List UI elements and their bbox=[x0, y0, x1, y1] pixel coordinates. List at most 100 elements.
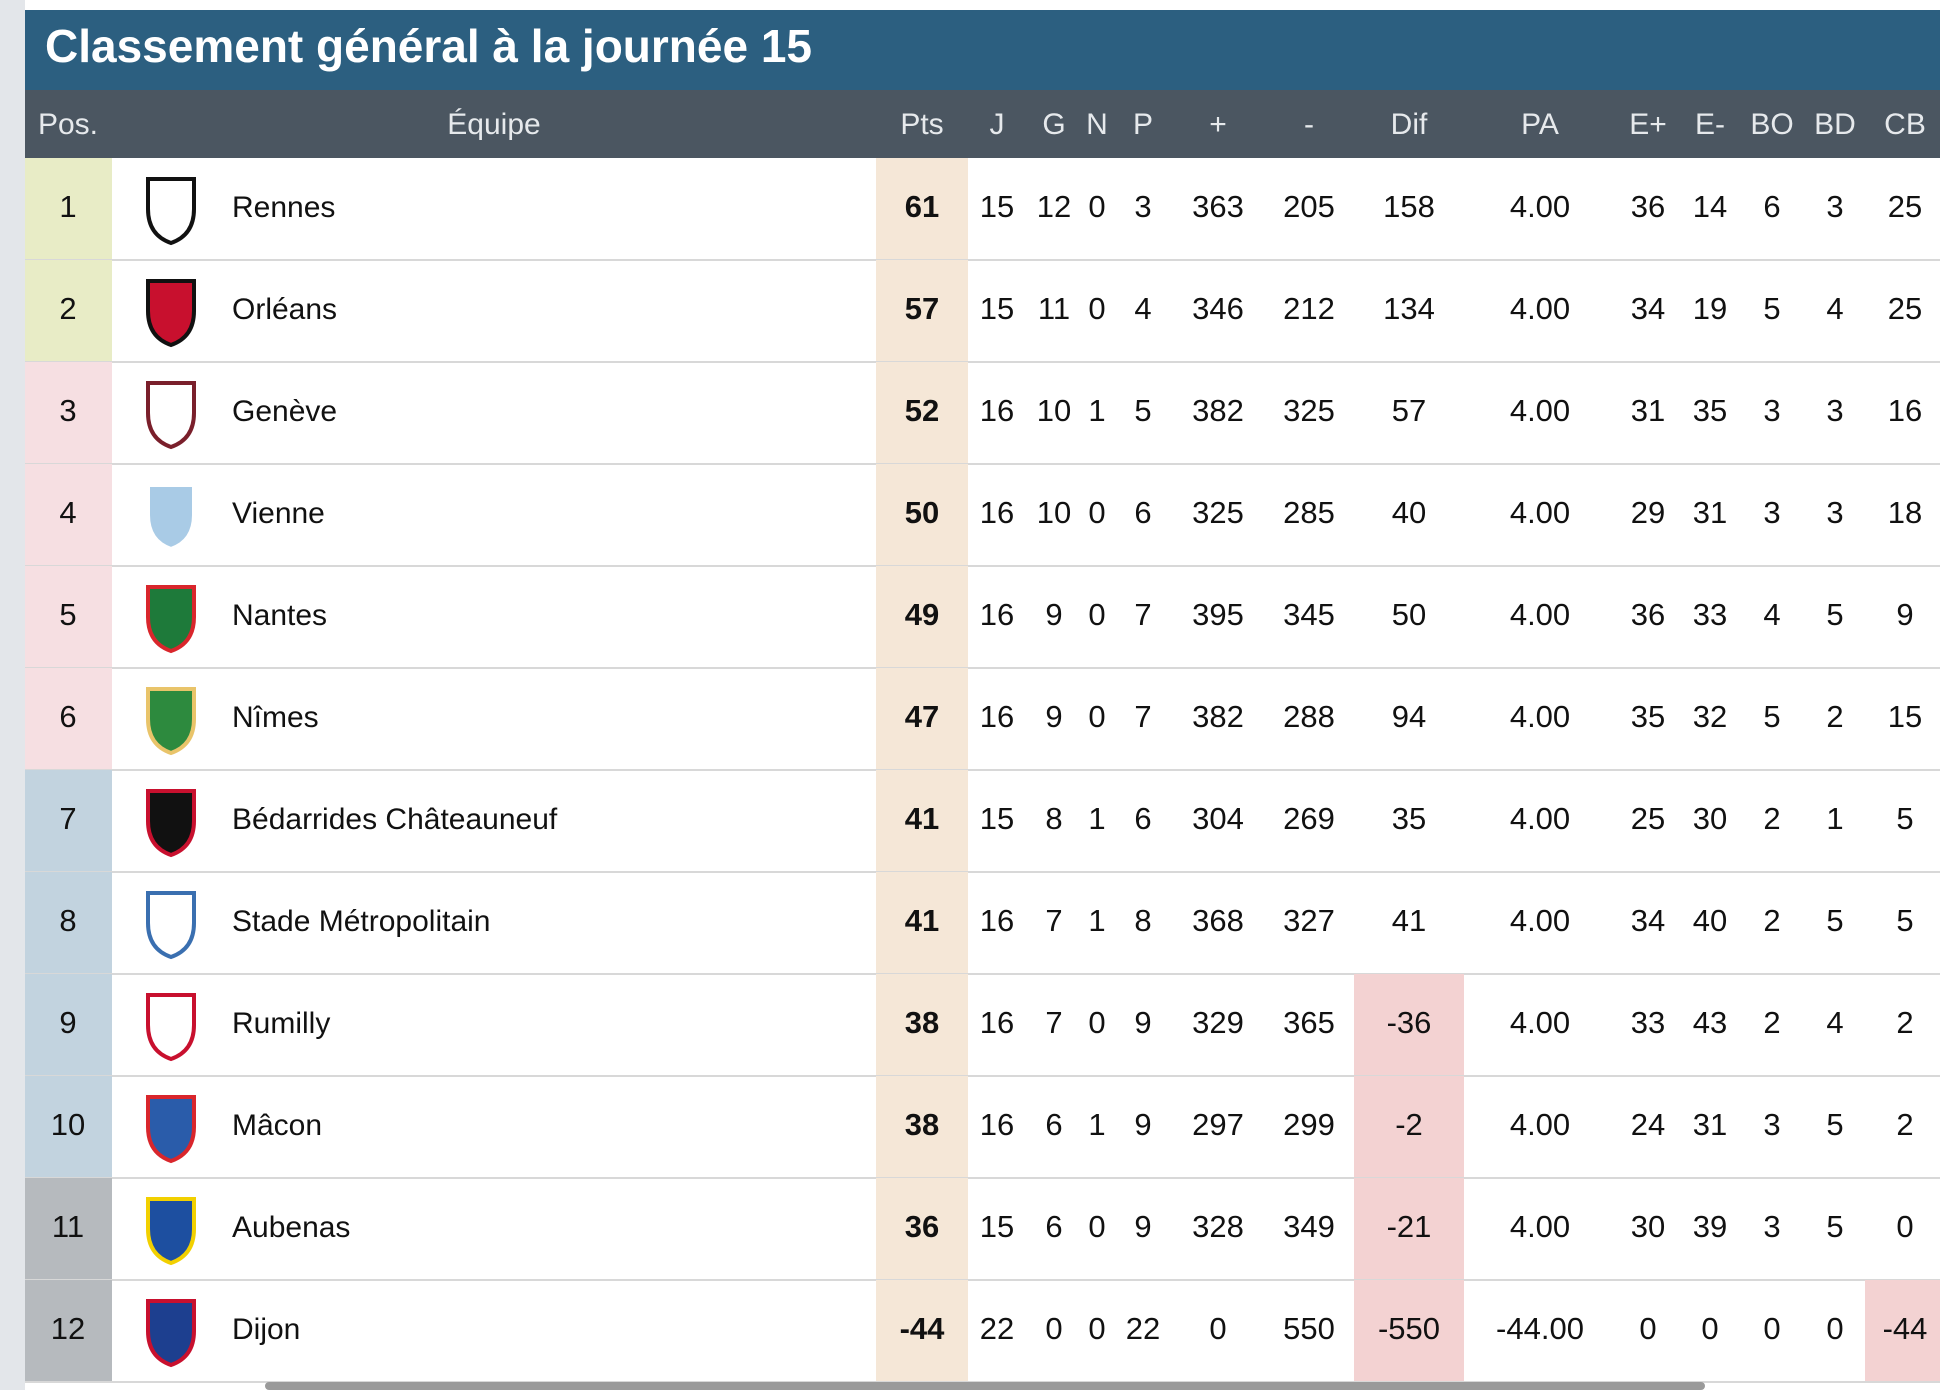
pos-cell bbox=[25, 872, 112, 974]
points: -44 bbox=[900, 1311, 946, 1346]
stat-cell: 9 bbox=[1045, 699, 1062, 734]
stat-cell: 16 bbox=[980, 1107, 1014, 1142]
points: 47 bbox=[905, 699, 939, 734]
stat-cell: 288 bbox=[1283, 699, 1335, 734]
stat-cell: 6 bbox=[1134, 495, 1151, 530]
pos-cell bbox=[25, 1178, 112, 1280]
stat-cell: 2 bbox=[1763, 801, 1780, 836]
column-header: CB bbox=[1884, 108, 1926, 141]
column-header: Pts bbox=[900, 108, 943, 141]
stat-cell: 16 bbox=[980, 1005, 1014, 1040]
stat-cell: 31 bbox=[1631, 393, 1665, 428]
stat-cell: 57 bbox=[1392, 393, 1426, 428]
stat-cell: 3 bbox=[1826, 393, 1843, 428]
stat-cell: 33 bbox=[1693, 597, 1727, 632]
team-name: Orléans bbox=[232, 293, 337, 326]
stat-cell: 382 bbox=[1192, 699, 1244, 734]
points: 36 bbox=[905, 1209, 939, 1244]
stat-cell: 4.00 bbox=[1510, 1209, 1570, 1244]
team-name: Rumilly bbox=[232, 1007, 330, 1040]
stat-cell: 7 bbox=[1134, 699, 1151, 734]
stat-cell: 36 bbox=[1631, 597, 1665, 632]
pos-cell bbox=[25, 668, 112, 770]
stat-cell: 0 bbox=[1088, 597, 1105, 632]
stat-cell: 35 bbox=[1392, 801, 1426, 836]
negative-cell bbox=[1354, 1076, 1464, 1178]
stat-cell: 9 bbox=[1896, 597, 1913, 632]
stat-cell: 325 bbox=[1283, 393, 1335, 428]
stat-cell: 0 bbox=[1701, 1311, 1718, 1346]
team-logo bbox=[146, 177, 196, 246]
stat-cell: 349 bbox=[1283, 1209, 1335, 1244]
stat-cell: 285 bbox=[1283, 495, 1335, 530]
position: 10 bbox=[51, 1107, 85, 1142]
stat-cell: 205 bbox=[1283, 189, 1335, 224]
scrollbar[interactable] bbox=[265, 1382, 1705, 1390]
stat-cell: 363 bbox=[1192, 189, 1244, 224]
stat-cell: 12 bbox=[1037, 189, 1071, 224]
stat-cell: 16 bbox=[980, 495, 1014, 530]
stat-cell: 5 bbox=[1763, 291, 1780, 326]
stat-cell: 2 bbox=[1763, 903, 1780, 938]
stat-cell: 6 bbox=[1134, 801, 1151, 836]
stat-cell: 0 bbox=[1209, 1311, 1226, 1346]
column-header: P bbox=[1133, 108, 1153, 141]
stat-cell: 4.00 bbox=[1510, 801, 1570, 836]
stat-cell: 4 bbox=[1134, 291, 1151, 326]
stat-cell: 2 bbox=[1763, 1005, 1780, 1040]
title-bar bbox=[25, 10, 1940, 90]
stat-cell: 1 bbox=[1088, 903, 1105, 938]
stat-cell: 15 bbox=[1888, 699, 1922, 734]
stat-cell: 30 bbox=[1693, 801, 1727, 836]
stat-cell: 1 bbox=[1826, 801, 1843, 836]
stat-cell: 0 bbox=[1763, 1311, 1780, 1346]
team-name: Aubenas bbox=[232, 1211, 350, 1244]
team-name: Nîmes bbox=[232, 701, 319, 734]
stat-cell: 31 bbox=[1693, 1107, 1727, 1142]
pos-cell bbox=[25, 362, 112, 464]
stat-cell: 9 bbox=[1134, 1005, 1151, 1040]
position: 7 bbox=[59, 801, 76, 836]
stat-cell: 16 bbox=[980, 699, 1014, 734]
column-header: Dif bbox=[1391, 108, 1428, 141]
stat-cell: 35 bbox=[1631, 699, 1665, 734]
negative-cell bbox=[1354, 1178, 1464, 1280]
stat-cell: 15 bbox=[980, 801, 1014, 836]
stat-cell: 5 bbox=[1763, 699, 1780, 734]
column-header: Équipe bbox=[447, 108, 540, 141]
stat-cell: 14 bbox=[1693, 189, 1727, 224]
stat-cell: 325 bbox=[1192, 495, 1244, 530]
stat-cell: 16 bbox=[980, 597, 1014, 632]
stat-cell: -21 bbox=[1387, 1209, 1432, 1244]
pts-cell bbox=[876, 1178, 968, 1280]
stat-cell: 212 bbox=[1283, 291, 1335, 326]
pts-cell bbox=[876, 770, 968, 872]
stat-cell: 346 bbox=[1192, 291, 1244, 326]
team-name: Dijon bbox=[232, 1313, 300, 1346]
pts-cell bbox=[876, 872, 968, 974]
stat-cell: 0 bbox=[1826, 1311, 1843, 1346]
column-header: BD bbox=[1814, 108, 1856, 141]
pts-cell bbox=[876, 1076, 968, 1178]
stat-cell: 4.00 bbox=[1510, 1107, 1570, 1142]
stat-cell: 3 bbox=[1826, 189, 1843, 224]
stat-cell: 0 bbox=[1088, 291, 1105, 326]
stat-cell: 9 bbox=[1134, 1209, 1151, 1244]
team-name: Bédarrides Châteauneuf bbox=[232, 803, 558, 836]
team-name: Mâcon bbox=[232, 1109, 322, 1142]
points: 38 bbox=[905, 1107, 939, 1142]
negative-cell bbox=[1354, 1280, 1464, 1382]
team-logo bbox=[146, 483, 196, 552]
stat-cell: 327 bbox=[1283, 903, 1335, 938]
position: 6 bbox=[59, 699, 76, 734]
position: 11 bbox=[52, 1209, 84, 1244]
stat-cell: 0 bbox=[1088, 699, 1105, 734]
stat-cell: 29 bbox=[1631, 495, 1665, 530]
stat-cell: 2 bbox=[1896, 1107, 1913, 1142]
stat-cell: 15 bbox=[980, 189, 1014, 224]
stat-cell: 25 bbox=[1888, 291, 1922, 326]
position: 8 bbox=[59, 903, 76, 938]
stat-cell: 382 bbox=[1192, 393, 1244, 428]
stat-cell: 34 bbox=[1631, 291, 1665, 326]
stat-cell: 4.00 bbox=[1510, 597, 1570, 632]
